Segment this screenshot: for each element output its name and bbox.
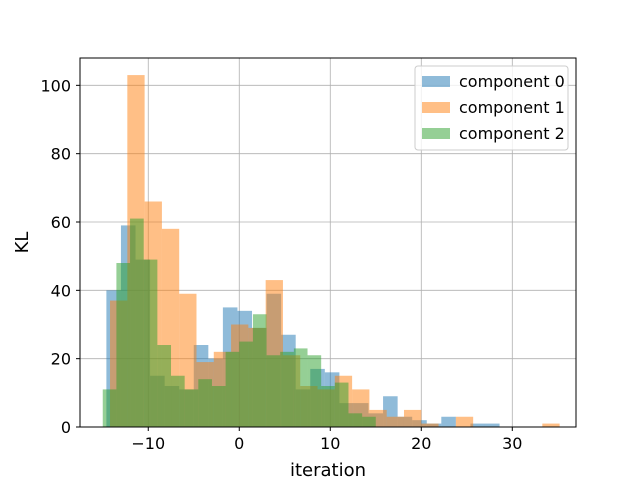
histogram-bar (211, 386, 226, 427)
legend-swatch (422, 76, 450, 87)
ticks: −10 0 10 20 30 0 20 40 60 80 100 (40, 76, 522, 453)
y-tick-label: 0 (61, 418, 71, 437)
histogram-bar (157, 345, 172, 427)
legend-box (414, 65, 569, 151)
histogram-bar (307, 355, 322, 427)
histogram-bar (143, 259, 158, 427)
histogram-bar (293, 348, 308, 427)
y-tick-label: 100 (40, 76, 71, 95)
y-tick-label: 20 (51, 350, 71, 369)
histogram-bar (441, 416, 456, 427)
y-tick-label: 40 (51, 281, 71, 300)
histogram-bar (252, 314, 267, 427)
legend-label: component 0 (459, 72, 565, 91)
histogram-bar (421, 423, 439, 427)
histogram-bar (321, 386, 335, 427)
legend-label: component 1 (459, 98, 565, 117)
x-tick-label: 0 (234, 434, 244, 453)
histogram-bar (102, 389, 117, 427)
histogram-bar (266, 355, 281, 427)
histogram-bar (116, 263, 131, 427)
axes-frame (79, 57, 577, 428)
legend-swatch (422, 128, 450, 139)
histogram-bar (403, 409, 422, 427)
x-axis-label: iteration (290, 460, 366, 480)
histogram-bar (198, 379, 212, 427)
x-tick-label: −10 (131, 434, 165, 453)
histogram-bar (470, 423, 485, 427)
y-tick-label: 60 (51, 213, 71, 232)
bars (102, 75, 560, 427)
x-tick-label: 30 (502, 434, 522, 453)
histogram-bar (484, 423, 500, 427)
histogram-bar (280, 351, 294, 427)
x-tick-label: 10 (320, 434, 340, 453)
histogram-bar (386, 416, 404, 427)
y-tick-label: 80 (51, 145, 71, 164)
histogram-bar (171, 375, 185, 427)
histogram-bar (362, 416, 376, 427)
histogram-bar (225, 351, 240, 427)
x-tick-label: 20 (411, 434, 431, 453)
series-2-bars (102, 218, 376, 427)
legend-label: component 2 (459, 124, 565, 143)
histogram-bar (334, 382, 349, 427)
y-axis-label: KL (12, 232, 33, 254)
histogram-bar (542, 423, 560, 427)
legend: component 0 component 1 component 2 (414, 65, 569, 151)
legend-swatch (422, 102, 450, 113)
histogram-bar (130, 218, 144, 427)
histogram-bar (348, 413, 363, 427)
histogram-bar (184, 389, 199, 427)
histogram-bar (455, 416, 474, 427)
histogram-bar (239, 341, 253, 427)
